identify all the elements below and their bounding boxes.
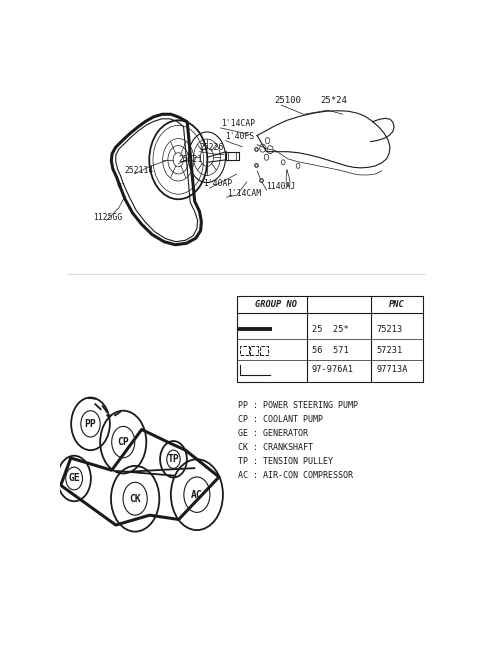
Text: 1'14CAP: 1'14CAP [221, 120, 255, 128]
Text: AC: AC [191, 489, 203, 500]
Bar [240, 346, 249, 355]
Text: 25*24: 25*24 [321, 96, 347, 105]
Text: 25221: 25221 [178, 155, 203, 164]
Text: 1'40FS: 1'40FS [226, 131, 255, 141]
Text: 57231: 57231 [376, 346, 402, 355]
Bar [237, 296, 423, 382]
Text: PP: PP [84, 419, 96, 429]
Text: 252114: 252114 [124, 166, 153, 175]
Text: CP : COOLANT PUMP: CP : COOLANT PUMP [238, 415, 323, 424]
Text: 1125GG: 1125GG [94, 214, 123, 223]
Text: 1'14CAM: 1'14CAM [227, 189, 261, 198]
Text: CP: CP [118, 437, 129, 447]
Text: PP : POWER STEERING PUMP: PP : POWER STEERING PUMP [238, 401, 358, 409]
Text: 1140AJ: 1140AJ [266, 182, 296, 191]
Text: GROUP NO: GROUP NO [255, 300, 297, 309]
Text: CK : CRANKSHAFT: CK : CRANKSHAFT [238, 443, 313, 452]
Text: GE: GE [68, 474, 80, 484]
Text: 25100: 25100 [274, 96, 301, 105]
Text: 1'40AP: 1'40AP [203, 179, 232, 188]
Text: TP : TENSION PULLEY: TP : TENSION PULLEY [238, 457, 333, 466]
Bar [250, 346, 258, 355]
Text: 97-976A1: 97-976A1 [312, 365, 354, 374]
Text: 75213: 75213 [376, 325, 402, 334]
Text: 56  571: 56 571 [312, 346, 348, 355]
Text: 25226: 25226 [200, 143, 224, 152]
Text: 25  25*: 25 25* [312, 325, 348, 334]
Text: 97713A: 97713A [376, 365, 408, 374]
Text: CK: CK [129, 493, 141, 504]
Bar [260, 346, 268, 355]
Text: PNC: PNC [389, 300, 405, 309]
Text: AC : AIR-CON COMPRESSOR: AC : AIR-CON COMPRESSOR [238, 472, 353, 480]
Text: TP: TP [168, 454, 180, 464]
Text: GE : GENERATOR: GE : GENERATOR [238, 429, 308, 438]
